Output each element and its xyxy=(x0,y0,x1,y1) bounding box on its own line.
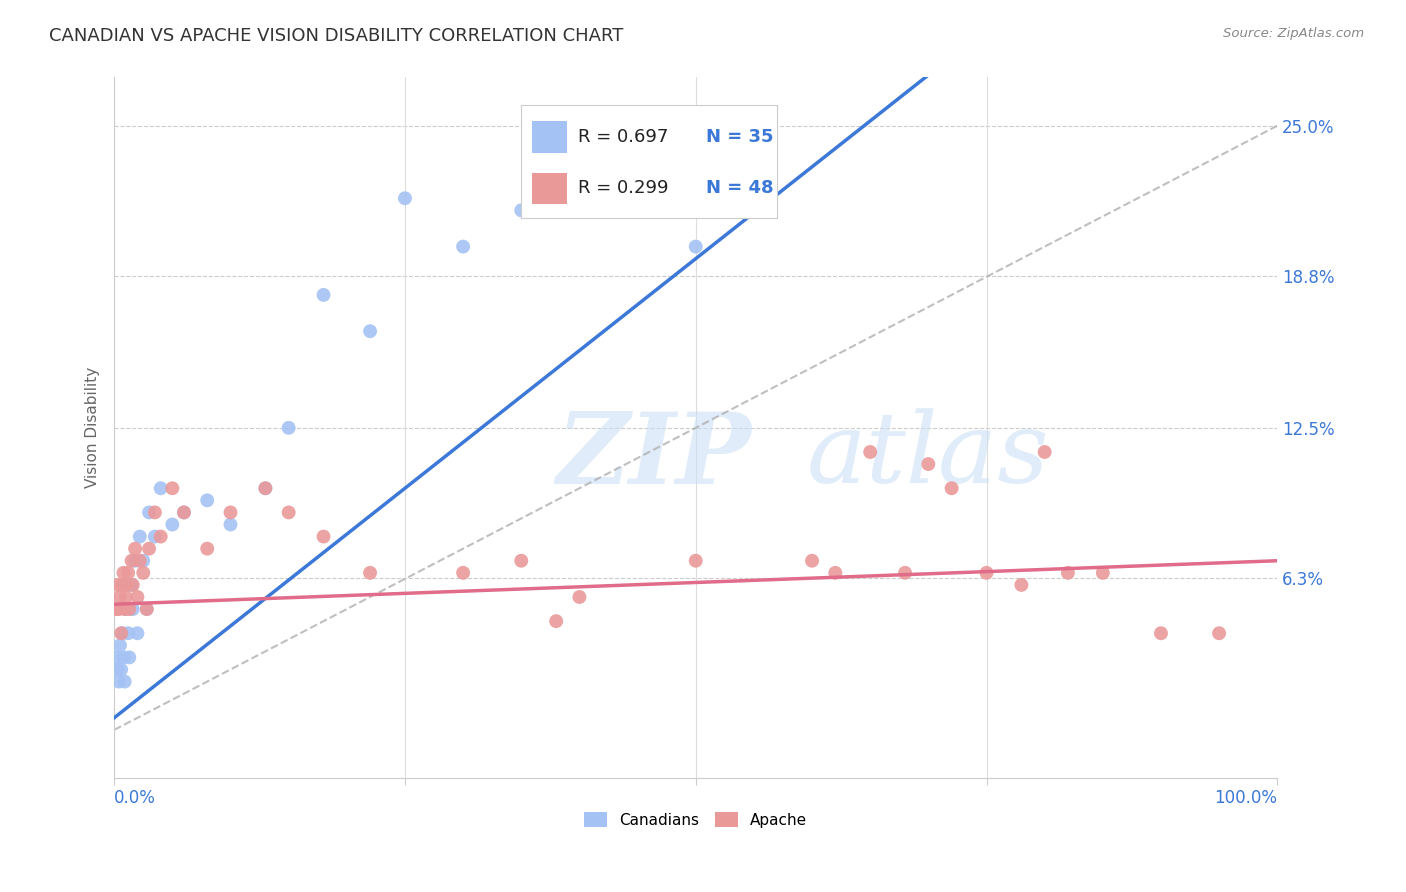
Text: ZIP: ZIP xyxy=(557,408,751,504)
Point xyxy=(105,650,128,665)
Point xyxy=(277,421,299,435)
Point xyxy=(138,541,160,556)
Point xyxy=(143,505,166,519)
Point xyxy=(121,578,143,592)
Point xyxy=(801,554,824,568)
Text: Source: ZipAtlas.com: Source: ZipAtlas.com xyxy=(1223,27,1364,40)
Point xyxy=(195,541,218,556)
Point xyxy=(135,602,157,616)
Point xyxy=(162,517,184,532)
Point xyxy=(685,239,707,253)
Point xyxy=(1091,566,1114,580)
Point xyxy=(451,239,474,253)
Point xyxy=(173,505,195,519)
Point xyxy=(110,626,132,640)
Point xyxy=(114,590,136,604)
Point xyxy=(254,481,277,495)
Point xyxy=(162,481,184,495)
Point xyxy=(1010,578,1032,592)
Point xyxy=(1057,566,1080,580)
Point xyxy=(510,554,533,568)
Point xyxy=(976,566,998,580)
Point xyxy=(277,505,299,519)
Point xyxy=(254,481,277,495)
Text: 0.0%: 0.0% xyxy=(114,789,156,807)
Point xyxy=(312,288,335,302)
Point xyxy=(219,517,242,532)
Point xyxy=(941,481,963,495)
Point xyxy=(132,554,155,568)
Point xyxy=(112,566,135,580)
Point xyxy=(107,663,129,677)
Point xyxy=(173,505,195,519)
Point xyxy=(118,602,141,616)
Point xyxy=(138,505,160,519)
Y-axis label: Vision Disability: Vision Disability xyxy=(86,368,100,489)
Point xyxy=(1033,445,1056,459)
Point xyxy=(124,554,146,568)
Point xyxy=(824,566,846,580)
Point xyxy=(111,578,134,592)
Point xyxy=(114,602,136,616)
Text: atlas: atlas xyxy=(806,409,1049,503)
Point xyxy=(115,578,138,592)
Point xyxy=(1150,626,1173,640)
Point xyxy=(121,554,143,568)
Point xyxy=(114,602,136,616)
Point xyxy=(128,530,150,544)
Legend: Canadians, Apache: Canadians, Apache xyxy=(578,805,813,834)
Point xyxy=(114,674,136,689)
Point xyxy=(110,663,132,677)
Point xyxy=(135,602,157,616)
Point xyxy=(127,626,149,640)
Point xyxy=(568,590,591,604)
Point xyxy=(510,203,533,218)
Point xyxy=(111,626,134,640)
Text: CANADIAN VS APACHE VISION DISABILITY CORRELATION CHART: CANADIAN VS APACHE VISION DISABILITY COR… xyxy=(49,27,624,45)
Point xyxy=(118,650,141,665)
Point xyxy=(117,566,139,580)
Point xyxy=(195,493,218,508)
Point xyxy=(105,602,128,616)
Point xyxy=(359,324,381,338)
Text: 100.0%: 100.0% xyxy=(1215,789,1277,807)
Point xyxy=(707,203,730,218)
Point xyxy=(149,481,172,495)
Point xyxy=(112,650,135,665)
Point xyxy=(894,566,917,580)
Point xyxy=(108,602,131,616)
Point xyxy=(546,614,568,628)
Point xyxy=(108,638,131,652)
Point xyxy=(107,578,129,592)
Point xyxy=(685,554,707,568)
Point xyxy=(143,530,166,544)
Point xyxy=(312,530,335,544)
Point xyxy=(859,445,882,459)
Point xyxy=(1208,626,1230,640)
Point xyxy=(128,554,150,568)
Point xyxy=(108,590,131,604)
Point xyxy=(394,191,416,205)
Point xyxy=(359,566,381,580)
Point xyxy=(117,626,139,640)
Point xyxy=(121,578,143,592)
Point xyxy=(149,530,172,544)
Point xyxy=(917,457,939,471)
Point xyxy=(127,590,149,604)
Point xyxy=(124,541,146,556)
Point xyxy=(132,566,155,580)
Point xyxy=(219,505,242,519)
Point xyxy=(121,602,143,616)
Point xyxy=(451,566,474,580)
Point xyxy=(108,674,131,689)
Point xyxy=(592,203,614,218)
